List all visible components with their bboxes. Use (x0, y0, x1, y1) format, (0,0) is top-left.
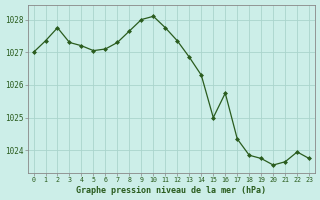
X-axis label: Graphe pression niveau de la mer (hPa): Graphe pression niveau de la mer (hPa) (76, 186, 266, 195)
